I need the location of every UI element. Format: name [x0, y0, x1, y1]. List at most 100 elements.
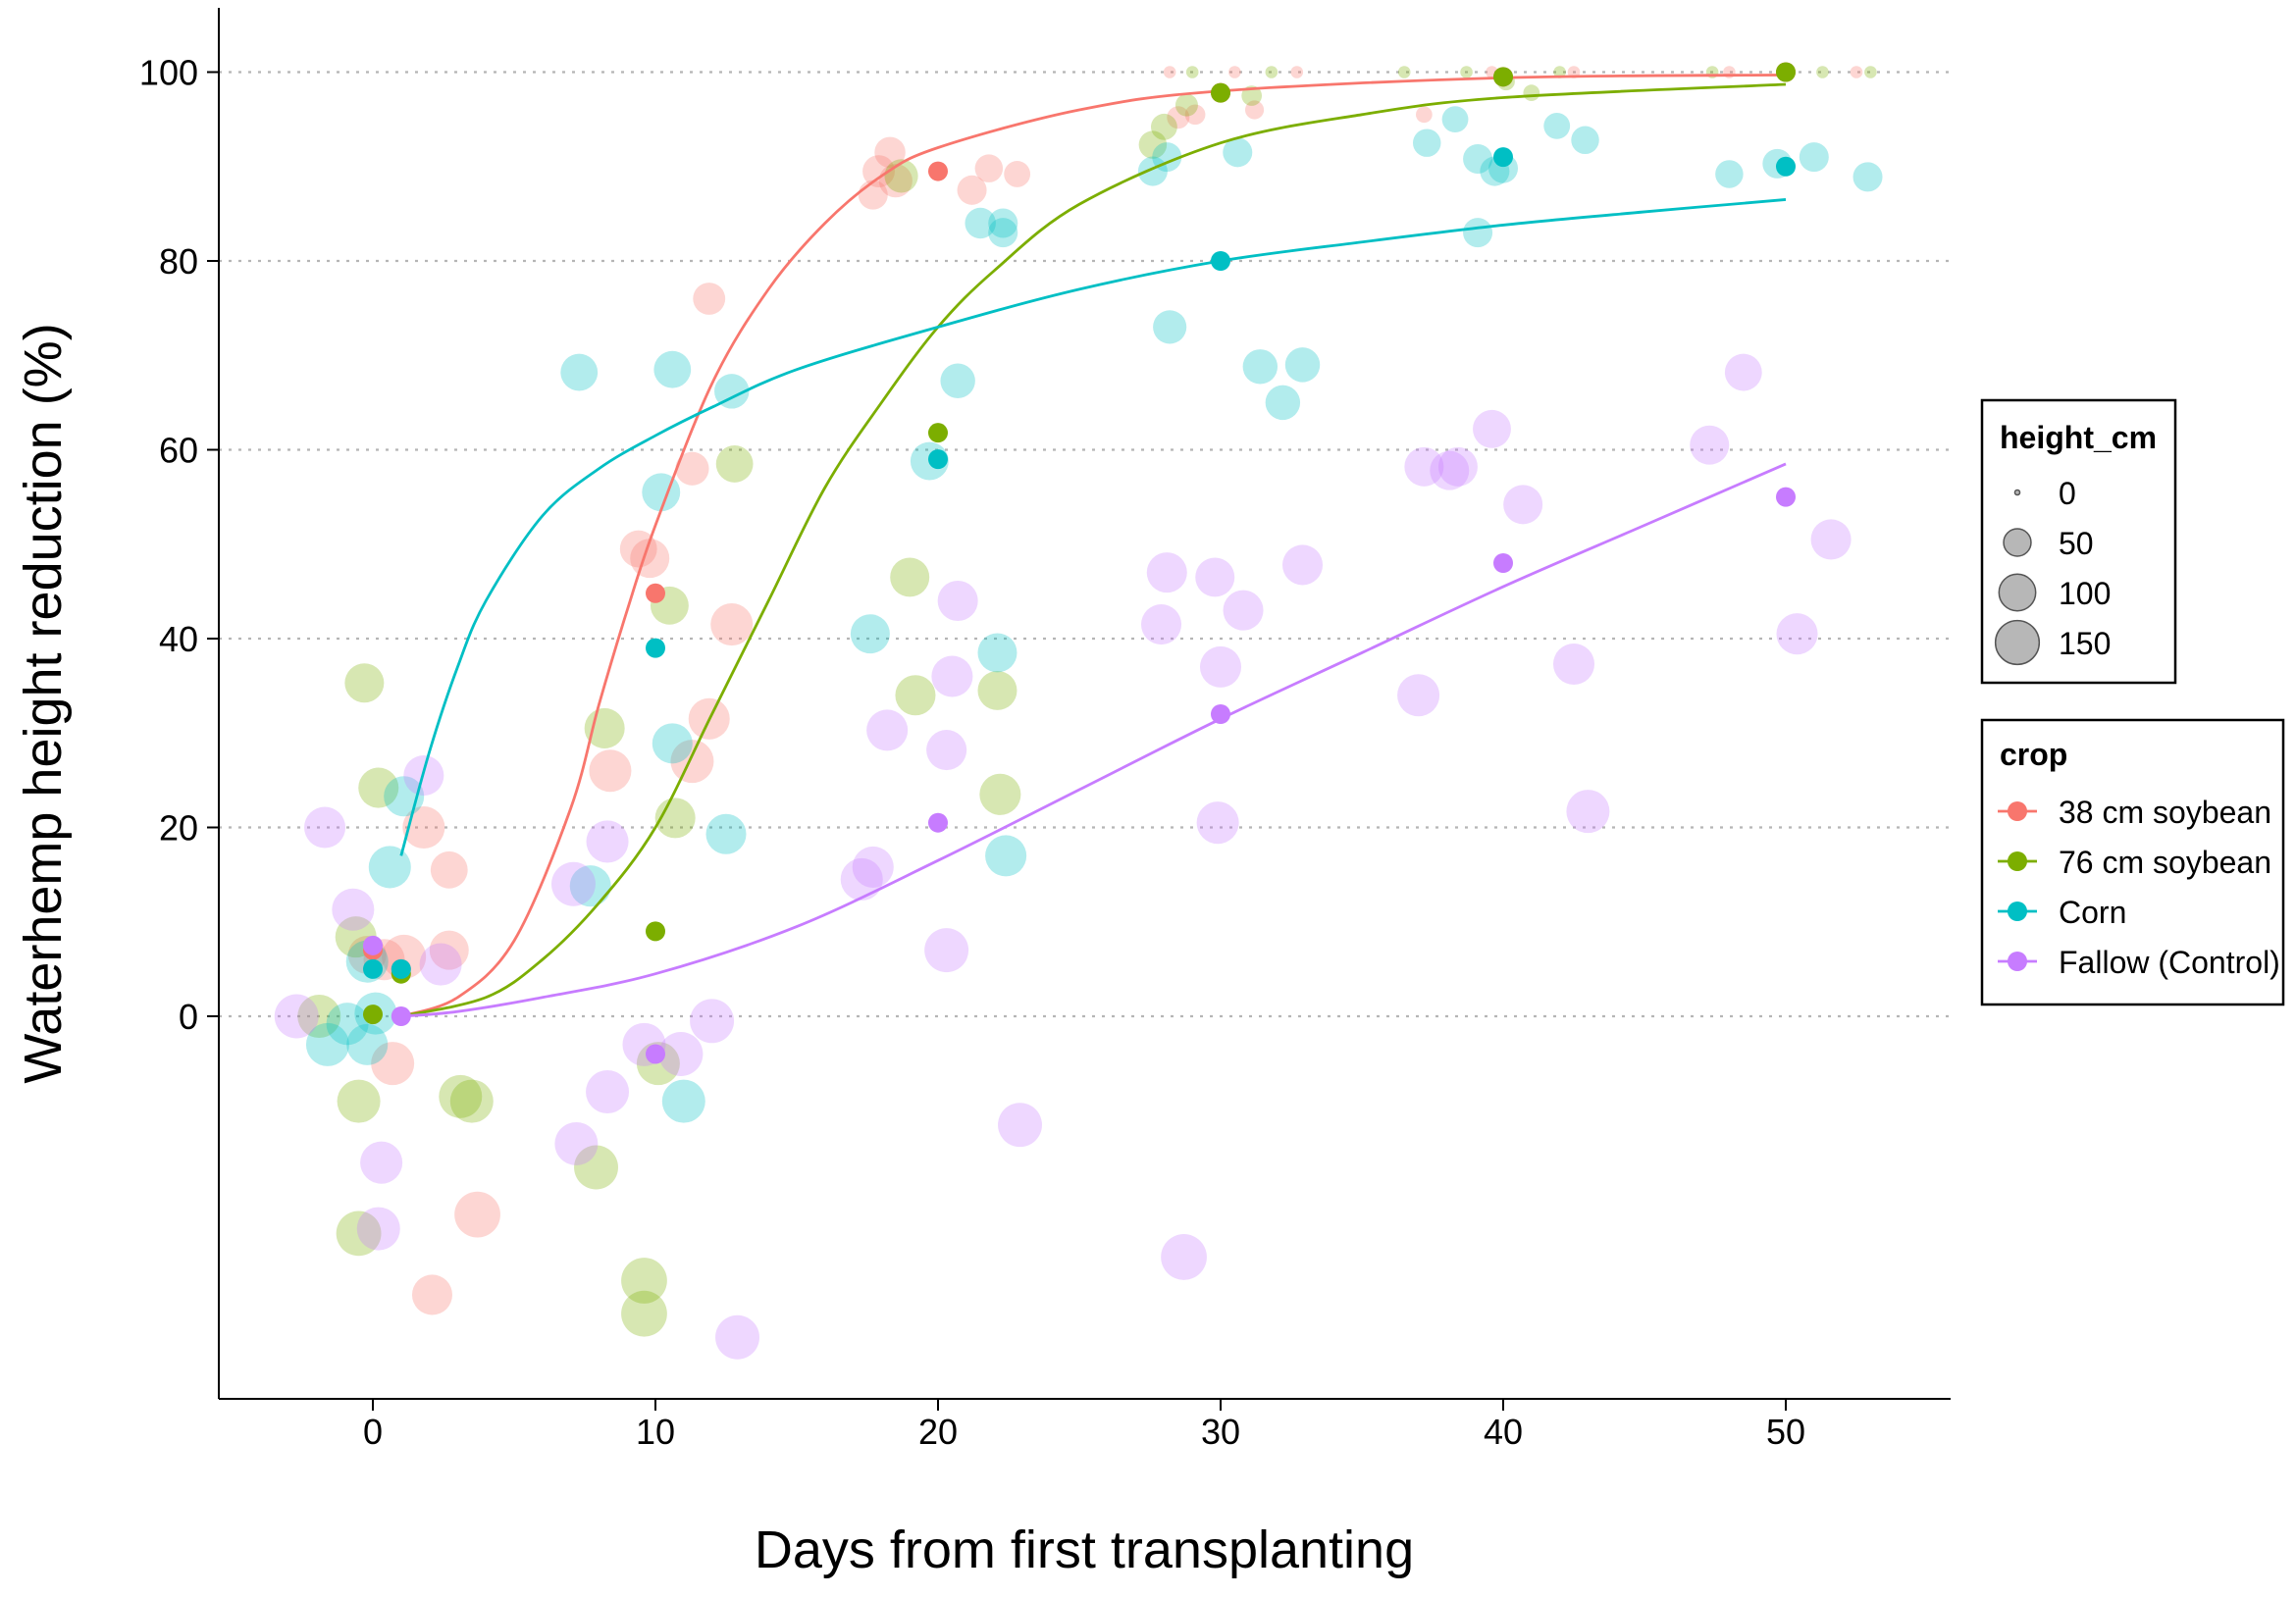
mean-point: [928, 812, 948, 833]
data-point: [346, 1023, 389, 1065]
y-axis-ticks: 0 20 40 60 80 100: [139, 53, 219, 1037]
data-point: [974, 154, 1004, 182]
data-point: [551, 861, 596, 906]
data-point: [690, 999, 735, 1044]
mean-point: [646, 921, 665, 942]
y-tick-label: 100: [139, 53, 198, 93]
data-point: [1138, 130, 1168, 159]
y-tick-label: 80: [159, 241, 198, 282]
data-point: [715, 445, 754, 483]
data-point: [332, 888, 375, 931]
mean-point: [1776, 156, 1796, 177]
data-point: [569, 865, 611, 907]
size-legend-label: 0: [2059, 476, 2076, 511]
data-point: [1199, 645, 1242, 688]
data-point: [337, 1079, 381, 1123]
data-point: [554, 1121, 599, 1165]
mean-point: [1493, 553, 1513, 573]
data-point: [1146, 552, 1187, 593]
y-tick-label: 20: [159, 808, 198, 849]
y-tick-label: 0: [179, 997, 198, 1037]
data-point: [411, 1274, 452, 1315]
x-tick-label: 50: [1766, 1412, 1805, 1452]
mean-point: [1211, 704, 1230, 724]
data-point: [1161, 1234, 1207, 1280]
data-point: [358, 767, 399, 808]
data-point: [326, 1003, 369, 1046]
data-point: [1415, 106, 1433, 124]
data-point: [890, 557, 930, 597]
data-point: [940, 363, 975, 398]
mean-point: [1776, 62, 1796, 82]
data-point: [454, 1191, 500, 1238]
data-point: [1196, 801, 1239, 845]
data-point: [1174, 93, 1198, 117]
data-point: [619, 530, 657, 568]
data-point: [1241, 85, 1263, 106]
data-point: [998, 1103, 1042, 1148]
color-legend-label: 76 cm soybean: [2059, 845, 2271, 880]
size-legend-key: [1994, 619, 2041, 666]
color-legend-dot: [2008, 902, 2027, 921]
data-point: [1282, 544, 1324, 586]
color-legend-dot: [2008, 801, 2027, 821]
mean-point: [363, 935, 383, 955]
mean-points: [363, 62, 1796, 1064]
data-point: [977, 670, 1018, 710]
data-point: [429, 930, 469, 970]
data-point: [670, 740, 714, 784]
data-point: [621, 1258, 667, 1304]
data-point: [642, 473, 681, 512]
data-point: [924, 928, 969, 973]
x-axis-label: Days from first transplanting: [755, 1520, 1414, 1579]
data-point: [1503, 485, 1543, 525]
data-point: [979, 773, 1021, 815]
data-point: [360, 1141, 403, 1184]
data-point: [658, 1032, 704, 1076]
data-point: [977, 633, 1018, 673]
data-point: [1167, 106, 1190, 129]
data-point: [988, 208, 1018, 238]
data-point: [402, 805, 445, 850]
data-point: [449, 1079, 494, 1123]
data-point: [430, 850, 468, 889]
x-tick-label: 30: [1201, 1412, 1240, 1452]
data-point: [1799, 142, 1829, 173]
data-point: [653, 350, 692, 388]
data-point: [297, 995, 341, 1038]
data-point: [862, 155, 895, 187]
data-point: [368, 846, 411, 889]
data-point: [1163, 66, 1176, 78]
data-point: [1141, 604, 1182, 645]
data-point: [1284, 347, 1321, 383]
size-legend-key: [2013, 489, 2021, 496]
color-legend: crop 38 cm soybean 76 cm soybean Corn Fallo…: [1980, 718, 2285, 1006]
data-point: [926, 730, 967, 771]
data-point: [1242, 349, 1278, 385]
data-point: [985, 835, 1027, 877]
data-point: [1195, 557, 1235, 597]
color-legend-label: Fallow (Control): [2059, 945, 2280, 980]
data-point: [866, 709, 909, 751]
data-point: [1460, 66, 1473, 78]
data-point: [1223, 590, 1264, 631]
data-point: [1810, 519, 1852, 560]
data-point: [371, 1042, 415, 1086]
data-point: [1852, 162, 1883, 192]
data-point: [965, 207, 996, 239]
data-point: [652, 723, 693, 764]
data-point: [937, 580, 978, 622]
data-point: [1265, 385, 1301, 421]
data-point: [1185, 66, 1199, 78]
data-point: [1412, 129, 1441, 157]
y-tick-label: 40: [159, 619, 198, 659]
data-point: [1223, 137, 1253, 168]
mean-point: [1211, 251, 1230, 271]
mean-point: [391, 958, 411, 979]
data-point: [586, 820, 629, 863]
data-point: [1566, 790, 1610, 834]
mean-point: [391, 1006, 411, 1026]
data-point: [589, 749, 632, 793]
mean-point: [1211, 82, 1230, 103]
